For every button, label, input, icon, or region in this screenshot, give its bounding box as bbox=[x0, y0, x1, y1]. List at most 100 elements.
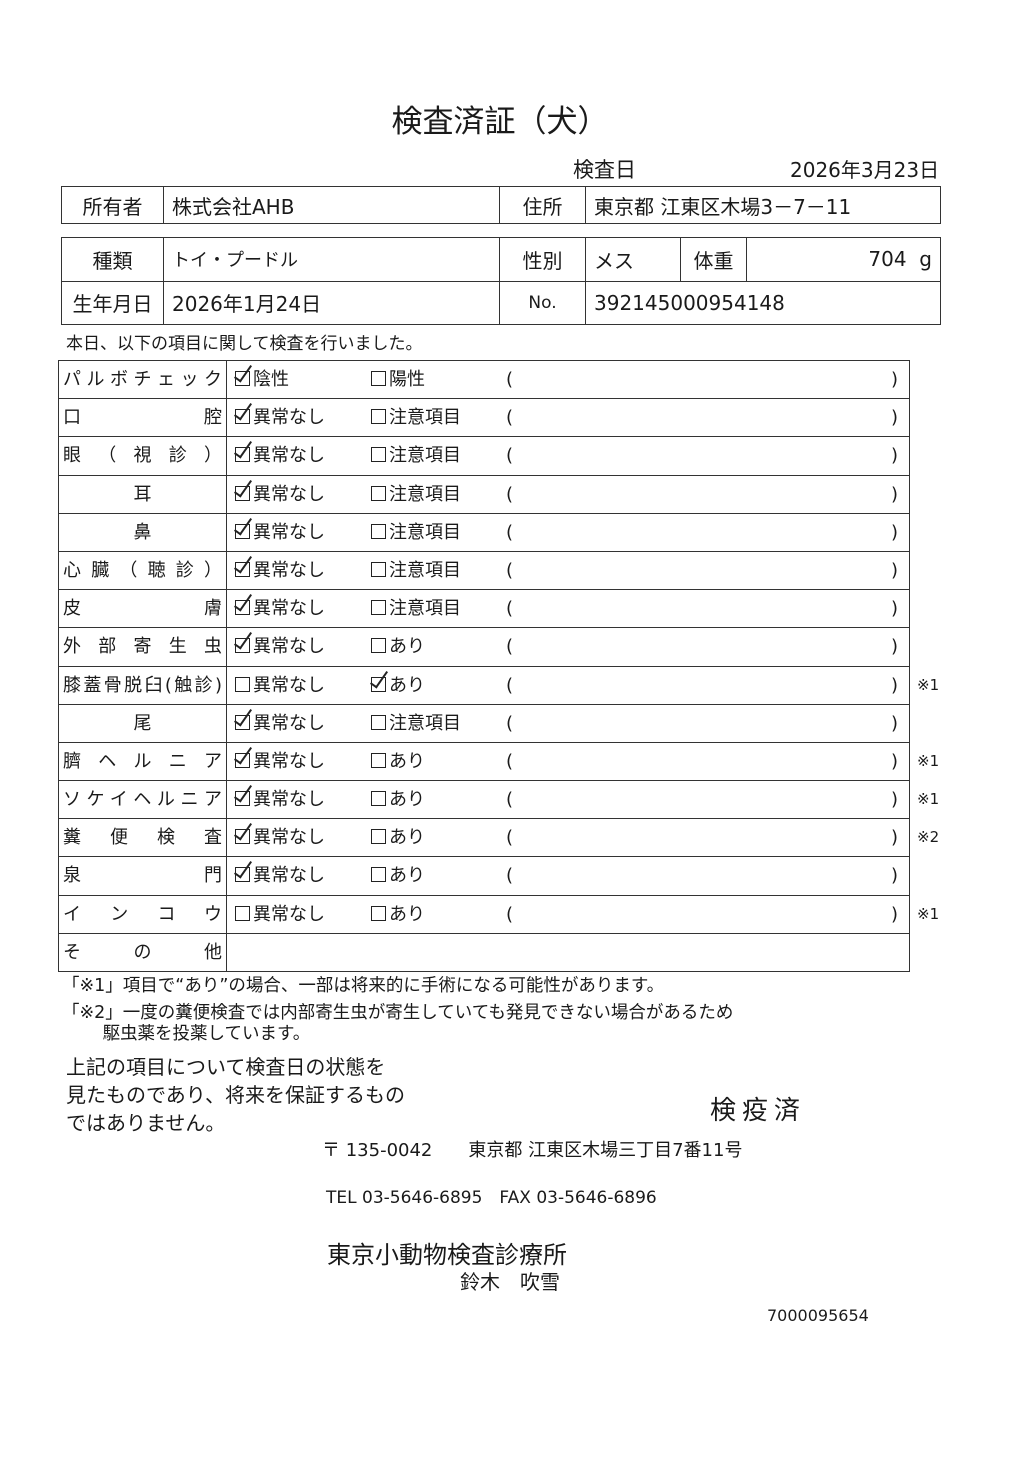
option-label: あり bbox=[389, 903, 425, 925]
option-label: 注意項目 bbox=[389, 712, 461, 734]
paren-close: ) bbox=[891, 789, 899, 811]
checklist-table: パルボチェック 陰性 陽性 ( ) 口腔 異常なし 注意項目 ( ) 眼（視診）… bbox=[58, 360, 939, 972]
checkbox-checked[interactable] bbox=[235, 867, 250, 883]
item-label: 皮膚 bbox=[63, 590, 227, 628]
item-label: インコウ bbox=[63, 895, 227, 933]
option-label: あり bbox=[389, 865, 425, 887]
paren-close: ) bbox=[891, 445, 899, 467]
option-label: 異常なし bbox=[253, 407, 325, 429]
item-note: ※1 bbox=[917, 904, 940, 923]
checkbox-checked[interactable] bbox=[235, 409, 250, 425]
checkbox-unchecked[interactable] bbox=[371, 371, 386, 386]
paren-open: ( bbox=[506, 407, 514, 429]
checklist-row: 外部寄生虫 異常なし あり ( ) bbox=[59, 628, 909, 667]
weight-unit: g bbox=[919, 247, 932, 272]
checkbox-checked[interactable] bbox=[235, 829, 250, 845]
item-label: 膝蓋骨脱臼(触診) bbox=[63, 666, 227, 704]
item-label: 糞便検査 bbox=[63, 819, 227, 857]
kind-label: 種類 bbox=[61, 237, 164, 282]
checkbox-unchecked[interactable] bbox=[235, 676, 250, 692]
checkbox-unchecked[interactable] bbox=[235, 905, 250, 921]
checkbox-checked[interactable] bbox=[235, 485, 250, 501]
birth-label: 生年月日 bbox=[61, 280, 164, 325]
checkbox-checked[interactable] bbox=[235, 523, 250, 539]
checkbox-checked[interactable] bbox=[371, 676, 386, 692]
paren-open: ( bbox=[506, 750, 514, 772]
sex-label: 性別 bbox=[499, 237, 586, 282]
sex-value: メス bbox=[585, 237, 681, 282]
paren-close: ) bbox=[891, 750, 899, 772]
weight-label: 体重 bbox=[680, 237, 747, 282]
item-label: その他 bbox=[63, 933, 227, 971]
paren-open: ( bbox=[506, 559, 514, 581]
option-label: あり bbox=[389, 789, 425, 811]
option-label: 注意項目 bbox=[389, 559, 461, 581]
option-label: あり bbox=[389, 636, 425, 658]
paren-close: ) bbox=[891, 903, 899, 925]
checkbox-checked[interactable] bbox=[235, 600, 250, 616]
checkbox-unchecked[interactable] bbox=[371, 791, 386, 807]
option-label: あり bbox=[389, 750, 425, 772]
checkbox-unchecked[interactable] bbox=[371, 523, 386, 539]
checklist-row: ソケイヘルニア 異常なし あり ( ) ※1 bbox=[59, 781, 939, 820]
quarantine-stamp: 検疫済 bbox=[710, 1096, 807, 1126]
option-label: 異常なし bbox=[253, 750, 325, 772]
paren-open: ( bbox=[506, 521, 514, 543]
checklist-row: 眼（視診） 異常なし 注意項目 ( ) bbox=[59, 437, 909, 476]
checkbox-checked[interactable] bbox=[235, 714, 250, 730]
clinic-name: 東京小動物検査診療所 bbox=[327, 1241, 567, 1269]
checkbox-checked[interactable] bbox=[235, 371, 250, 386]
weight-value: 704 bbox=[868, 247, 907, 272]
paren-open: ( bbox=[506, 636, 514, 658]
checkbox-unchecked[interactable] bbox=[371, 638, 386, 654]
checkbox-unchecked[interactable] bbox=[371, 600, 386, 616]
item-label: 口腔 bbox=[63, 399, 227, 437]
item-note: ※1 bbox=[917, 675, 940, 694]
checklist-row: 泉門 異常なし あり ( ) bbox=[59, 857, 909, 896]
checkbox-unchecked[interactable] bbox=[371, 447, 386, 463]
no-value: 392145000954148 bbox=[585, 280, 941, 325]
intro-text: 本日、以下の項目に関して検査を行いました。 bbox=[66, 334, 423, 354]
checkbox-unchecked[interactable] bbox=[371, 485, 386, 501]
owner-label: 所有者 bbox=[61, 186, 164, 224]
option-label: 異常なし bbox=[253, 712, 325, 734]
checklist-row: 糞便検査 異常なし あり ( ) ※2 bbox=[59, 819, 939, 858]
option-label: 異常なし bbox=[253, 559, 325, 581]
checkbox-unchecked[interactable] bbox=[371, 752, 386, 768]
checkbox-unchecked[interactable] bbox=[371, 829, 386, 845]
item-label: 泉門 bbox=[63, 857, 227, 895]
paren-open: ( bbox=[506, 712, 514, 734]
paren-close: ) bbox=[891, 598, 899, 620]
checkbox-checked[interactable] bbox=[235, 791, 250, 807]
checkbox-checked[interactable] bbox=[235, 752, 250, 768]
checkbox-unchecked[interactable] bbox=[371, 409, 386, 425]
checkbox-checked[interactable] bbox=[235, 447, 250, 463]
footnote-2-cont: 駆虫薬を投薬しています。 bbox=[62, 1024, 311, 1044]
checkbox-checked[interactable] bbox=[235, 638, 250, 654]
address-label: 住所 bbox=[499, 186, 586, 224]
checklist-row: 口腔 異常なし 注意項目 ( ) bbox=[59, 399, 909, 438]
page-title: 検査済証（犬） bbox=[391, 104, 609, 140]
option-label: 注意項目 bbox=[389, 407, 461, 429]
owner-table: 所有者 株式会社AHB 住所 東京都 江東区木場3－7－11 bbox=[61, 186, 941, 224]
checkbox-unchecked[interactable] bbox=[371, 905, 386, 921]
kind-value: トイ・プードル bbox=[163, 237, 500, 282]
option-label: 異常なし bbox=[253, 827, 325, 849]
checklist-row: パルボチェック 陰性 陽性 ( ) bbox=[59, 361, 909, 400]
option-label: 異常なし bbox=[253, 865, 325, 887]
option-label: 異常なし bbox=[253, 598, 325, 620]
item-label: 尾 bbox=[63, 704, 227, 742]
checkbox-unchecked[interactable] bbox=[371, 867, 386, 883]
option-label: 異常なし bbox=[253, 521, 325, 543]
exam-date-label: 検査日 bbox=[573, 158, 636, 182]
checkbox-checked[interactable] bbox=[235, 561, 250, 577]
paren-close: ) bbox=[891, 674, 899, 696]
checkbox-unchecked[interactable] bbox=[371, 561, 386, 577]
paren-close: ) bbox=[891, 369, 899, 390]
serial-number: 7000095654 bbox=[767, 1306, 869, 1325]
paren-close: ) bbox=[891, 712, 899, 734]
item-note: ※1 bbox=[917, 751, 940, 770]
item-label: ソケイヘルニア bbox=[63, 781, 227, 819]
checkbox-unchecked[interactable] bbox=[371, 714, 386, 730]
checklist-row: 皮膚 異常なし 注意項目 ( ) bbox=[59, 590, 909, 629]
